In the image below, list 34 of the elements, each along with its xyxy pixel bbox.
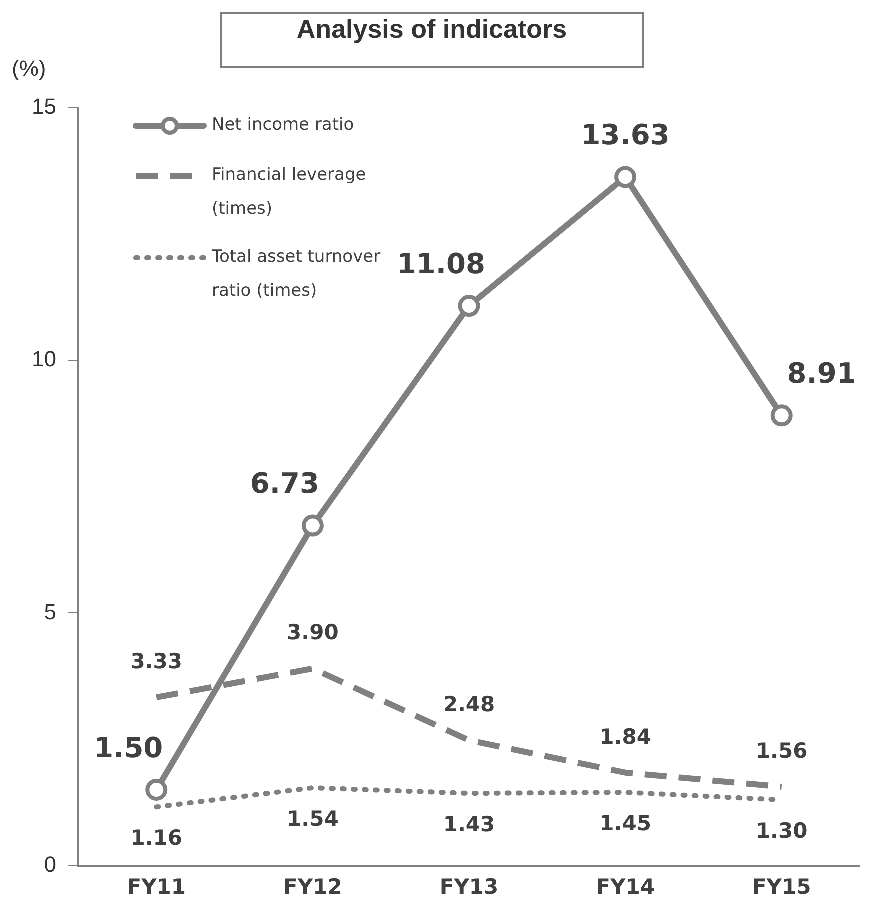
y-tick-label: 10: [32, 346, 56, 372]
data-label: 1.56: [756, 738, 808, 763]
x-tick-label: FY15: [752, 874, 812, 899]
data-label: 8.91: [787, 356, 856, 390]
point: [146, 779, 168, 802]
data-label: 1.16: [130, 826, 183, 850]
data-label: 6.73: [250, 467, 320, 500]
point: [458, 295, 480, 318]
chart-title: Analysis of indicators: [220, 12, 644, 68]
x-tick-label: FY13: [440, 874, 499, 899]
y-axis-title: (%): [12, 56, 46, 82]
data-label: 1.54: [287, 806, 339, 831]
data-label: 11.08: [396, 247, 486, 280]
point: [770, 404, 793, 427]
x-tick-label: FY11: [127, 874, 186, 899]
data-label: 1.43: [443, 812, 496, 837]
legend-label: Net income ratio: [212, 114, 354, 137]
data-label: 1.84: [600, 724, 652, 749]
point: [302, 514, 324, 537]
legend-label: Financial leverage (times): [212, 164, 368, 221]
x-tick-label: FY14: [596, 874, 655, 899]
data-label: 1.45: [600, 812, 652, 836]
data-label: 13.63: [581, 118, 670, 152]
y-tick-label: 0: [44, 852, 56, 877]
data-label: 3.33: [130, 650, 183, 674]
legend-label: Total asset turnover ratio (times): [212, 247, 381, 301]
data-label: 1.30: [756, 819, 808, 844]
data-label: 2.48: [443, 692, 496, 716]
y-tick-label: 5: [44, 599, 56, 624]
data-label: 1.50: [94, 731, 164, 764]
point: [614, 166, 637, 188]
x-tick-label: FY12: [284, 874, 342, 899]
data-label: 3.90: [287, 620, 339, 645]
y-tick-label: 15: [32, 94, 56, 120]
